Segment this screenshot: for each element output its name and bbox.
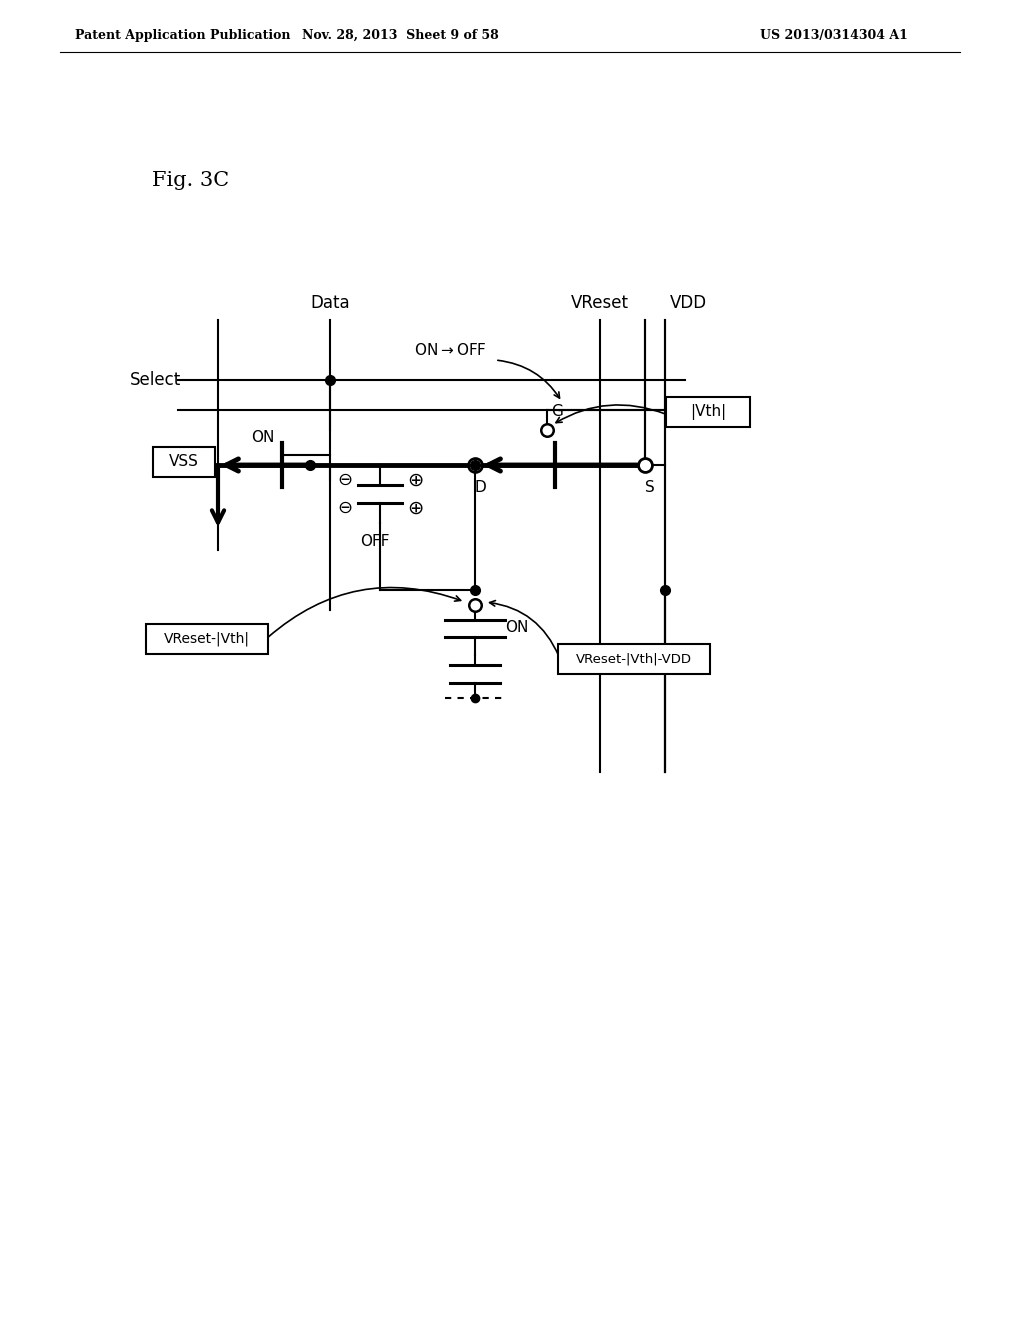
Text: VDD: VDD <box>670 294 708 312</box>
FancyBboxPatch shape <box>153 447 215 477</box>
FancyBboxPatch shape <box>146 624 268 653</box>
Text: VReset-|Vth|: VReset-|Vth| <box>164 632 250 647</box>
Text: $\ominus$: $\ominus$ <box>337 471 352 488</box>
Text: Fig. 3C: Fig. 3C <box>152 170 229 190</box>
Text: |Vth|: |Vth| <box>690 404 726 420</box>
Text: $\ominus$: $\ominus$ <box>337 499 352 517</box>
Text: D: D <box>474 479 485 495</box>
Text: VReset: VReset <box>571 294 629 312</box>
Text: US 2013/0314304 A1: US 2013/0314304 A1 <box>760 29 908 41</box>
Text: Data: Data <box>310 294 350 312</box>
Text: Select: Select <box>130 371 181 389</box>
FancyBboxPatch shape <box>558 644 710 675</box>
FancyArrowPatch shape <box>489 601 559 656</box>
Text: VSS: VSS <box>169 454 199 470</box>
FancyArrowPatch shape <box>268 587 461 638</box>
Text: $\oplus$: $\oplus$ <box>407 499 423 517</box>
Text: S: S <box>645 479 655 495</box>
Text: OFF: OFF <box>360 533 390 549</box>
Text: G: G <box>551 404 563 420</box>
Text: VReset-|Vth|-VDD: VReset-|Vth|-VDD <box>575 652 692 665</box>
Text: Patent Application Publication: Patent Application Publication <box>75 29 291 41</box>
Text: $\oplus$: $\oplus$ <box>407 470 423 490</box>
Text: ON: ON <box>505 620 528 635</box>
Text: Reset: Reset <box>670 401 717 418</box>
FancyArrowPatch shape <box>556 405 666 422</box>
Text: Nov. 28, 2013  Sheet 9 of 58: Nov. 28, 2013 Sheet 9 of 58 <box>302 29 499 41</box>
Text: ON: ON <box>251 429 274 445</box>
Text: ON$\rightarrow$OFF: ON$\rightarrow$OFF <box>414 342 486 358</box>
FancyArrowPatch shape <box>498 360 559 399</box>
FancyBboxPatch shape <box>666 397 750 426</box>
